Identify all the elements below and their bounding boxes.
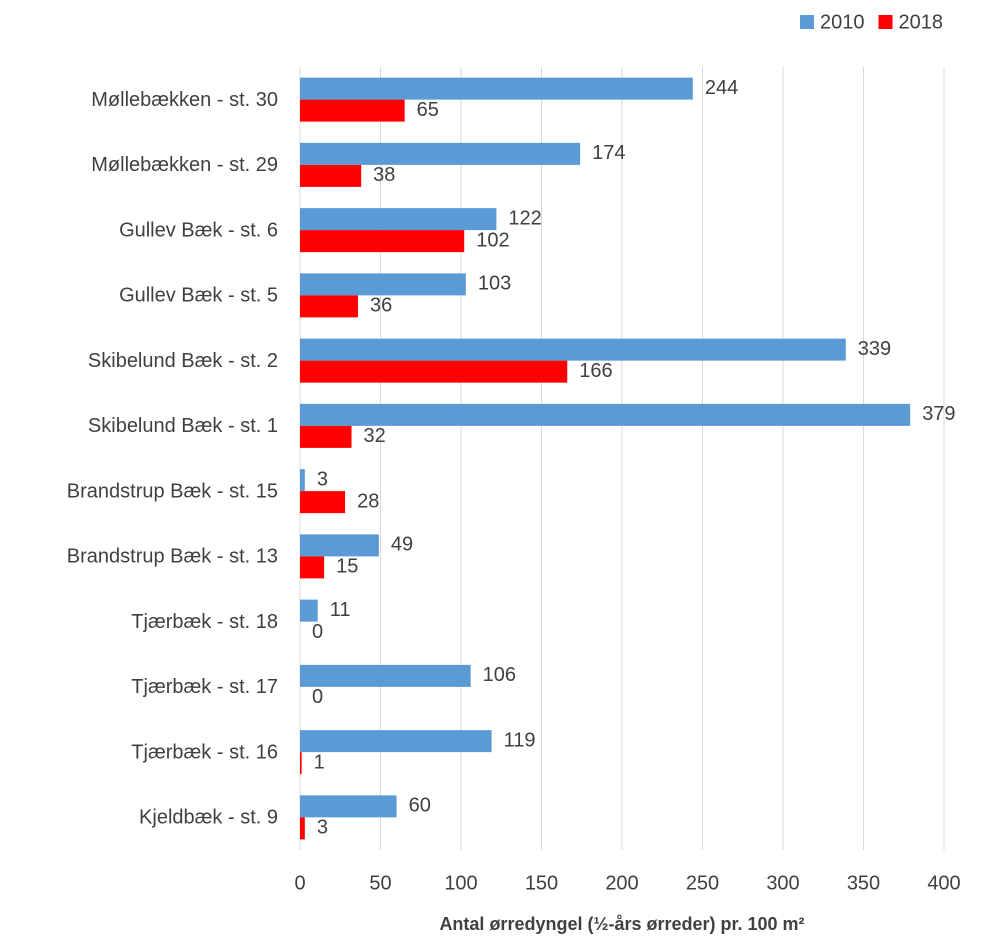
data-label: 49 (391, 534, 413, 556)
x-tick-label: 250 (686, 872, 719, 894)
bar (300, 817, 305, 840)
y-tick-label: Brandstrup Bæk - st. 15 (67, 480, 278, 502)
bar (300, 469, 305, 492)
bar (300, 164, 362, 187)
data-label: 38 (373, 164, 395, 186)
bar (300, 142, 581, 165)
bar (300, 491, 346, 514)
data-label: 122 (508, 207, 541, 229)
y-tick-label: Gullev Bæk - st. 5 (119, 285, 278, 307)
x-tick-label: 400 (927, 872, 960, 894)
bar (300, 730, 492, 753)
bar (300, 99, 405, 122)
bar (300, 403, 911, 426)
data-label: 166 (579, 360, 612, 382)
y-tick-label: Skibelund Bæk - st. 1 (88, 415, 278, 437)
bar (300, 425, 352, 448)
data-label: 32 (364, 425, 386, 447)
y-tick-label: Brandstrup Bæk - st. 13 (67, 546, 278, 568)
y-tick-label: Tjærbæk - st. 16 (131, 741, 278, 763)
data-label: 60 (409, 795, 431, 817)
bar (300, 360, 568, 383)
x-tick-label: 200 (605, 872, 638, 894)
data-label: 36 (370, 295, 392, 317)
bar (300, 208, 497, 231)
bar (300, 752, 302, 775)
y-tick-label: Møllebækken - st. 29 (91, 154, 278, 176)
data-label: 65 (417, 99, 439, 121)
y-tick-label: Møllebækken - st. 30 (91, 89, 278, 111)
x-tick-label: 350 (847, 872, 880, 894)
bar (300, 230, 465, 253)
data-label: 15 (336, 556, 358, 578)
y-tick-label: Gullev Bæk - st. 6 (119, 219, 278, 241)
bar (300, 795, 397, 818)
data-label: 0 (312, 621, 323, 643)
bar (300, 664, 471, 687)
y-tick-label: Tjærbæk - st. 17 (131, 676, 278, 698)
data-label: 339 (858, 338, 891, 360)
data-label: 28 (357, 490, 379, 512)
bar (300, 77, 693, 100)
data-label: 3 (317, 468, 328, 490)
x-axis-label: Antal ørredyngel (½-års ørreder) pr. 100… (439, 914, 804, 934)
legend-label: 2010 (820, 11, 865, 33)
x-tick-label: 0 (294, 872, 305, 894)
x-tick-label: 150 (525, 872, 558, 894)
y-tick-label: Skibelund Bæk - st. 2 (88, 350, 278, 372)
y-tick-label: Tjærbæk - st. 18 (131, 611, 278, 633)
legend-label: 2018 (899, 11, 944, 33)
data-label: 244 (705, 77, 738, 99)
data-label: 103 (478, 273, 511, 295)
data-label: 11 (330, 599, 351, 621)
data-label: 3 (317, 817, 328, 839)
x-tick-label: 50 (369, 872, 391, 894)
legend-swatch (800, 15, 814, 29)
data-label: 0 (312, 686, 323, 708)
bar (300, 338, 846, 361)
bar (300, 534, 379, 557)
data-label: 379 (922, 403, 955, 425)
data-label: 106 (483, 664, 516, 686)
bar (300, 556, 325, 579)
data-label: 1 (314, 751, 325, 773)
x-tick-label: 100 (444, 872, 477, 894)
bar (300, 599, 318, 622)
data-label: 102 (476, 229, 509, 251)
data-label: 119 (504, 729, 536, 751)
bar (300, 273, 466, 296)
data-label: 174 (592, 142, 625, 164)
legend-swatch (878, 15, 893, 29)
bar (300, 295, 358, 318)
x-tick-label: 300 (766, 872, 799, 894)
y-tick-label: Kjeldbæk - st. 9 (139, 807, 278, 829)
